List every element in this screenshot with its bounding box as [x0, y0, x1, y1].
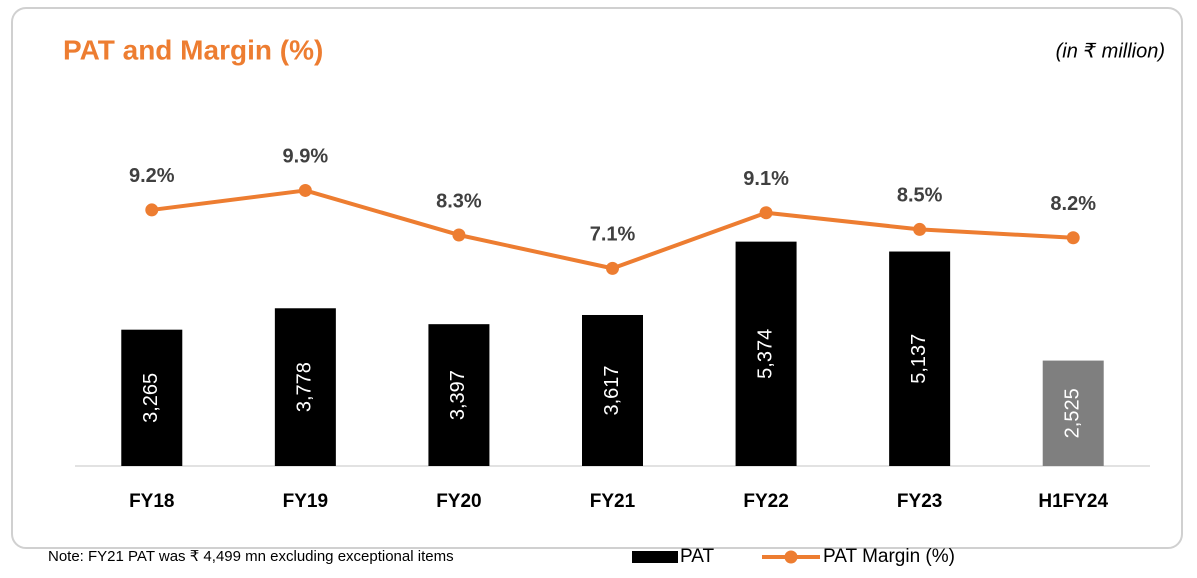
line-value-label: 9.9%: [283, 146, 329, 168]
bar: [735, 241, 797, 466]
x-tick-label: FY18: [129, 491, 174, 512]
legend-label: PAT: [680, 546, 715, 567]
legend-swatch: [632, 551, 678, 563]
bar: [274, 308, 336, 466]
x-tick-label: FY20: [436, 491, 481, 512]
bar: [889, 251, 951, 466]
bar-value-label: 3,397: [447, 370, 469, 420]
line-value-label: 8.5%: [897, 185, 943, 207]
x-tick-label: FY23: [897, 491, 942, 512]
x-tick-label: FY22: [743, 491, 788, 512]
legend-swatch-marker: [784, 550, 798, 564]
x-tick-label: FY19: [283, 491, 328, 512]
bar-value-label: 2,525: [1061, 388, 1083, 438]
line-value-label: 9.1%: [743, 168, 789, 190]
bar-value-label: 3,778: [294, 362, 316, 412]
bar-value-label: 5,137: [908, 334, 930, 384]
x-tick-label: H1FY24: [1038, 491, 1108, 512]
bar: [582, 314, 643, 466]
note: Note: FY21 PAT was ₹ 4,499 mn excluding …: [48, 548, 454, 565]
line-point: [145, 203, 159, 217]
line-value-label: 9.2%: [129, 165, 175, 187]
subtitle: (in ₹ million): [1056, 40, 1165, 62]
line-point: [913, 222, 927, 236]
legend-label: PAT Margin (%): [823, 546, 955, 567]
line-point: [759, 206, 773, 220]
bar-value-label: 3,617: [601, 365, 623, 415]
line-value-label: 8.3%: [436, 190, 482, 212]
line-point: [606, 261, 619, 275]
bar-value-label: 3,265: [140, 373, 162, 423]
chart-title: PAT and Margin (%): [63, 34, 323, 65]
line-value-label: 8.2%: [1050, 193, 1096, 215]
x-tick-label: FY21: [590, 491, 636, 512]
line-point: [452, 228, 466, 242]
line-point: [298, 183, 312, 197]
line-point: [1066, 231, 1080, 245]
frame: [11, 7, 1183, 549]
bar: [1042, 360, 1104, 466]
bar-value-label: 5,374: [754, 329, 776, 379]
bar: [121, 329, 183, 466]
line-value-label: 7.1%: [590, 224, 636, 246]
bar: [428, 324, 490, 466]
